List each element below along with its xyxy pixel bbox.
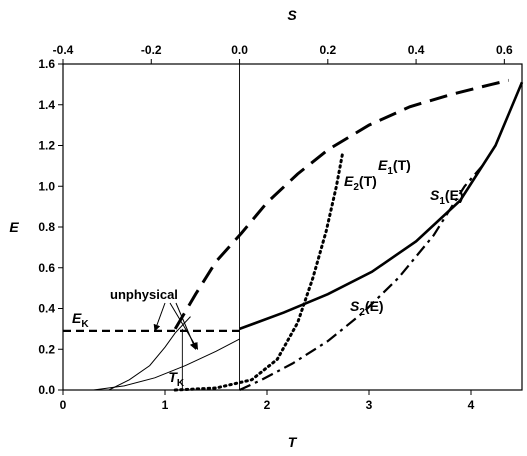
x-tick-label: 2 <box>264 398 271 412</box>
series-label-main: S <box>430 187 440 203</box>
series-label-sub: 2 <box>359 307 365 318</box>
plot-frame <box>62 63 523 391</box>
series-label-main: E <box>378 157 388 173</box>
series-line-unphysical-branch-lower <box>93 338 240 391</box>
series-label: EK <box>72 310 89 330</box>
series-label: S2(E) <box>350 298 384 318</box>
unphysical-arrow <box>175 302 197 350</box>
plot-axes <box>62 63 523 391</box>
series-label: E2(T) <box>344 173 377 193</box>
tk-label: TK <box>168 369 185 389</box>
tick-marks <box>58 59 505 395</box>
series-label-sub: K <box>81 319 89 330</box>
unphysical-label: unphysical <box>110 287 178 302</box>
series-line-s1-e- <box>239 81 524 331</box>
x-tick-label: 0 <box>60 398 67 412</box>
series-label-sub: 2 <box>353 182 359 193</box>
series-label-arg: (T) <box>359 173 377 189</box>
series-line-s2-e- <box>239 165 484 391</box>
y-tick-label: 1.6 <box>38 57 55 71</box>
annotation-group: unphysical <box>110 287 199 350</box>
top-tick-label: 0.6 <box>496 43 513 57</box>
y-axis-label: E <box>9 219 19 235</box>
x-tick-label: 4 <box>468 398 475 412</box>
x-tick-label: 1 <box>162 398 169 412</box>
series-label-arg: (E) <box>365 298 384 314</box>
top-tick-label: -0.4 <box>53 43 74 57</box>
series-line-e1-t- <box>173 78 510 330</box>
x-axis-label: T <box>288 434 298 450</box>
series-line-e2-t- <box>173 152 344 392</box>
curves <box>63 78 524 392</box>
series-label-main: S <box>350 298 360 314</box>
y-tick-label: 1.2 <box>38 139 55 153</box>
unphysical-arrow <box>169 302 199 350</box>
tk-label-main: T <box>168 369 178 385</box>
series-line-unphysical-branch-upper <box>108 316 191 391</box>
y-tick-label: 0.2 <box>38 342 55 356</box>
series-label-sub: 1 <box>387 166 393 177</box>
series-label: S1(E) <box>430 187 464 207</box>
y-tick-label: 0.0 <box>38 383 55 397</box>
series-label-arg: (E) <box>445 187 464 203</box>
top-tick-label: -0.2 <box>141 43 162 57</box>
reference-lines <box>181 64 240 390</box>
series-label-arg: (T) <box>393 157 411 173</box>
series-label: E1(T) <box>378 157 411 177</box>
y-tick-label: 0.6 <box>38 261 55 275</box>
x-tick-label: 3 <box>366 398 373 412</box>
y-tick-label: 1.4 <box>38 98 55 112</box>
series-label-sub: 1 <box>439 196 445 207</box>
series-label-main: E <box>72 310 82 326</box>
y-tick-label: 0.8 <box>38 220 55 234</box>
top-tick-label: 0.0 <box>231 43 248 57</box>
top-tick-label: 0.2 <box>319 43 336 57</box>
top-axis-label: S <box>287 7 297 23</box>
tk-label-sub: K <box>177 378 185 389</box>
top-tick-label: 0.4 <box>408 43 425 57</box>
y-tick-label: 1.0 <box>38 179 55 193</box>
series-label-main: E <box>344 173 354 189</box>
y-tick-label: 0.4 <box>38 302 55 316</box>
unphysical-arrow <box>153 302 166 332</box>
